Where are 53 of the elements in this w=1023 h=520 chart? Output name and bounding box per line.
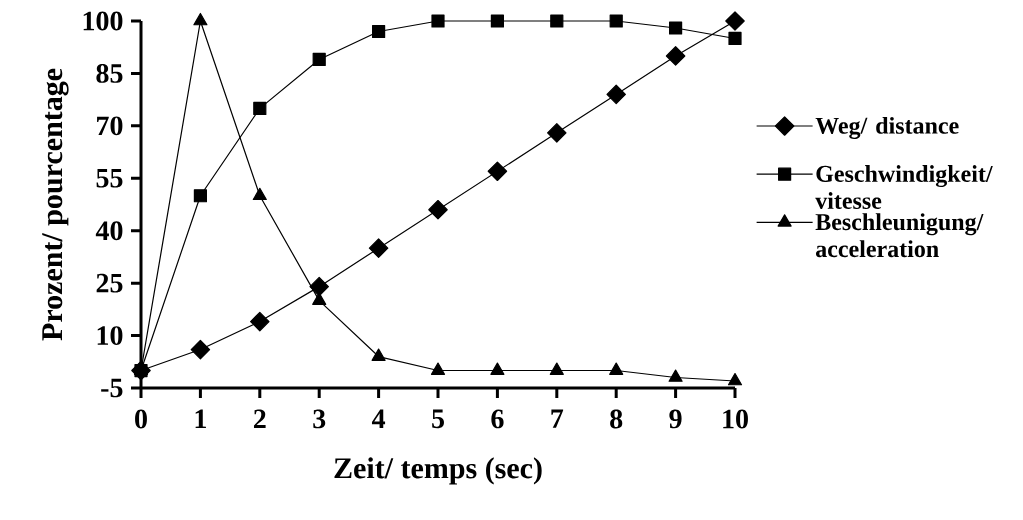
x-tick-label: 5 [432,409,444,429]
point [487,161,508,182]
y-tick-label: 25 [96,273,123,293]
y-tick-label: 70 [97,116,123,136]
point [609,14,623,28]
point [312,292,327,305]
point [309,276,329,297]
point [428,199,448,220]
x-tick-label: 4 [371,409,386,428]
point [728,31,742,46]
point [669,21,683,35]
point [371,348,386,361]
y-axis-title: Prozent/ pourcentage [42,68,69,341]
point [668,369,683,382]
y-tick-label: 10 [97,326,123,346]
x-tick-label: 6 [491,409,504,429]
legend-label: Beschleunigung/ acceleration [815,213,984,258]
y-tick-label: -5 [101,378,123,398]
point [490,14,504,28]
y-tick-label: 100 [83,11,123,31]
y-tick-label: 85 [96,63,123,83]
x-tick-label: 3 [313,409,326,429]
x-tick-label: 10 [723,409,748,429]
point [252,187,267,201]
x-tick-label: 7 [551,409,564,428]
y-tick-label: 55 [96,168,123,188]
point [609,362,624,375]
point [193,189,207,203]
point [727,372,743,386]
point [190,339,211,360]
point [253,101,267,115]
point [547,123,567,143]
x-tick-label: 8 [610,409,623,429]
x-axis-title: Zeit/ temps (sec) [334,457,542,485]
point [549,362,564,375]
point [725,11,745,31]
point [368,238,389,258]
point [665,46,686,66]
x-tick-label: 0 [135,409,147,429]
point [606,84,626,105]
point [550,14,564,28]
point [431,14,445,28]
legend-label: Weg/ distance [815,116,959,139]
point [312,52,326,67]
y-tick-label: 40 [95,221,123,241]
x-tick-label: 2 [253,409,266,429]
point [250,311,270,332]
point [372,24,386,39]
x-tick-label: 9 [669,409,682,429]
point [490,362,505,375]
legend-label: Geschwindigkeit/ vitesse [815,165,993,209]
point [430,362,446,375]
x-tick-label: 1 [195,409,206,429]
